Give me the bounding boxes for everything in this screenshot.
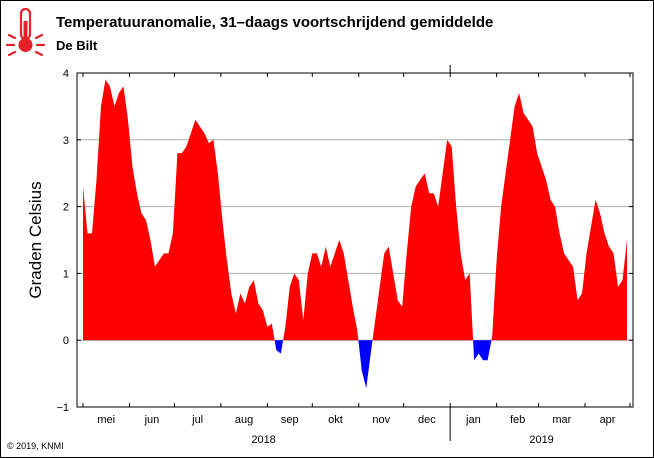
copyright-credit: © 2019, KNMI bbox=[7, 441, 64, 451]
x-year-label: 2019 bbox=[529, 434, 553, 446]
x-axis-year-labels: 2018 2019 bbox=[251, 434, 553, 446]
heat-ray bbox=[7, 50, 17, 57]
y-tick-label: 2 bbox=[63, 202, 69, 214]
thermometer-bulb bbox=[18, 38, 33, 52]
x-month-label: sep bbox=[281, 414, 299, 426]
y-tick-label: 4 bbox=[63, 68, 69, 80]
y-tick-label: 0 bbox=[63, 335, 69, 347]
x-month-label: jun bbox=[144, 414, 160, 426]
x-month-label: mei bbox=[97, 414, 115, 426]
x-month-label: jul bbox=[191, 414, 203, 426]
thermometer-icon bbox=[5, 7, 46, 57]
chart-title: Temperatuuranomalie, 31–daags voortschri… bbox=[56, 14, 493, 31]
heat-ray bbox=[34, 50, 44, 57]
y-tick-label: 1 bbox=[63, 268, 69, 280]
x-month-label: dec bbox=[418, 414, 436, 426]
x-axis-month-labels: mei jun jul aug sep okt nov dec jan feb mar apr bbox=[97, 414, 615, 426]
anomaly-area bbox=[82, 79, 628, 389]
y-tick-label: 3 bbox=[63, 135, 69, 147]
y-axis-ticks: −1 0 1 2 3 4 bbox=[56, 68, 633, 414]
x-month-label: apr bbox=[600, 414, 616, 426]
thermometer-mercury bbox=[23, 21, 28, 43]
x-year-label: 2018 bbox=[251, 434, 275, 446]
x-month-label: mar bbox=[552, 414, 571, 426]
positive-anomaly-area bbox=[82, 79, 628, 341]
chart-subtitle: De Bilt bbox=[56, 38, 98, 53]
x-month-label: okt bbox=[328, 414, 343, 426]
y-tick-label: −1 bbox=[56, 402, 69, 414]
heat-ray bbox=[34, 33, 44, 40]
x-month-label: feb bbox=[510, 414, 525, 426]
heat-ray bbox=[7, 33, 17, 40]
y-axis-label: Graden Celsius bbox=[26, 181, 45, 298]
x-month-label: aug bbox=[235, 414, 253, 426]
plot-border bbox=[76, 72, 634, 408]
x-axis-ticks bbox=[82, 65, 631, 441]
x-month-label: jan bbox=[465, 414, 481, 426]
x-month-label: nov bbox=[372, 414, 390, 426]
